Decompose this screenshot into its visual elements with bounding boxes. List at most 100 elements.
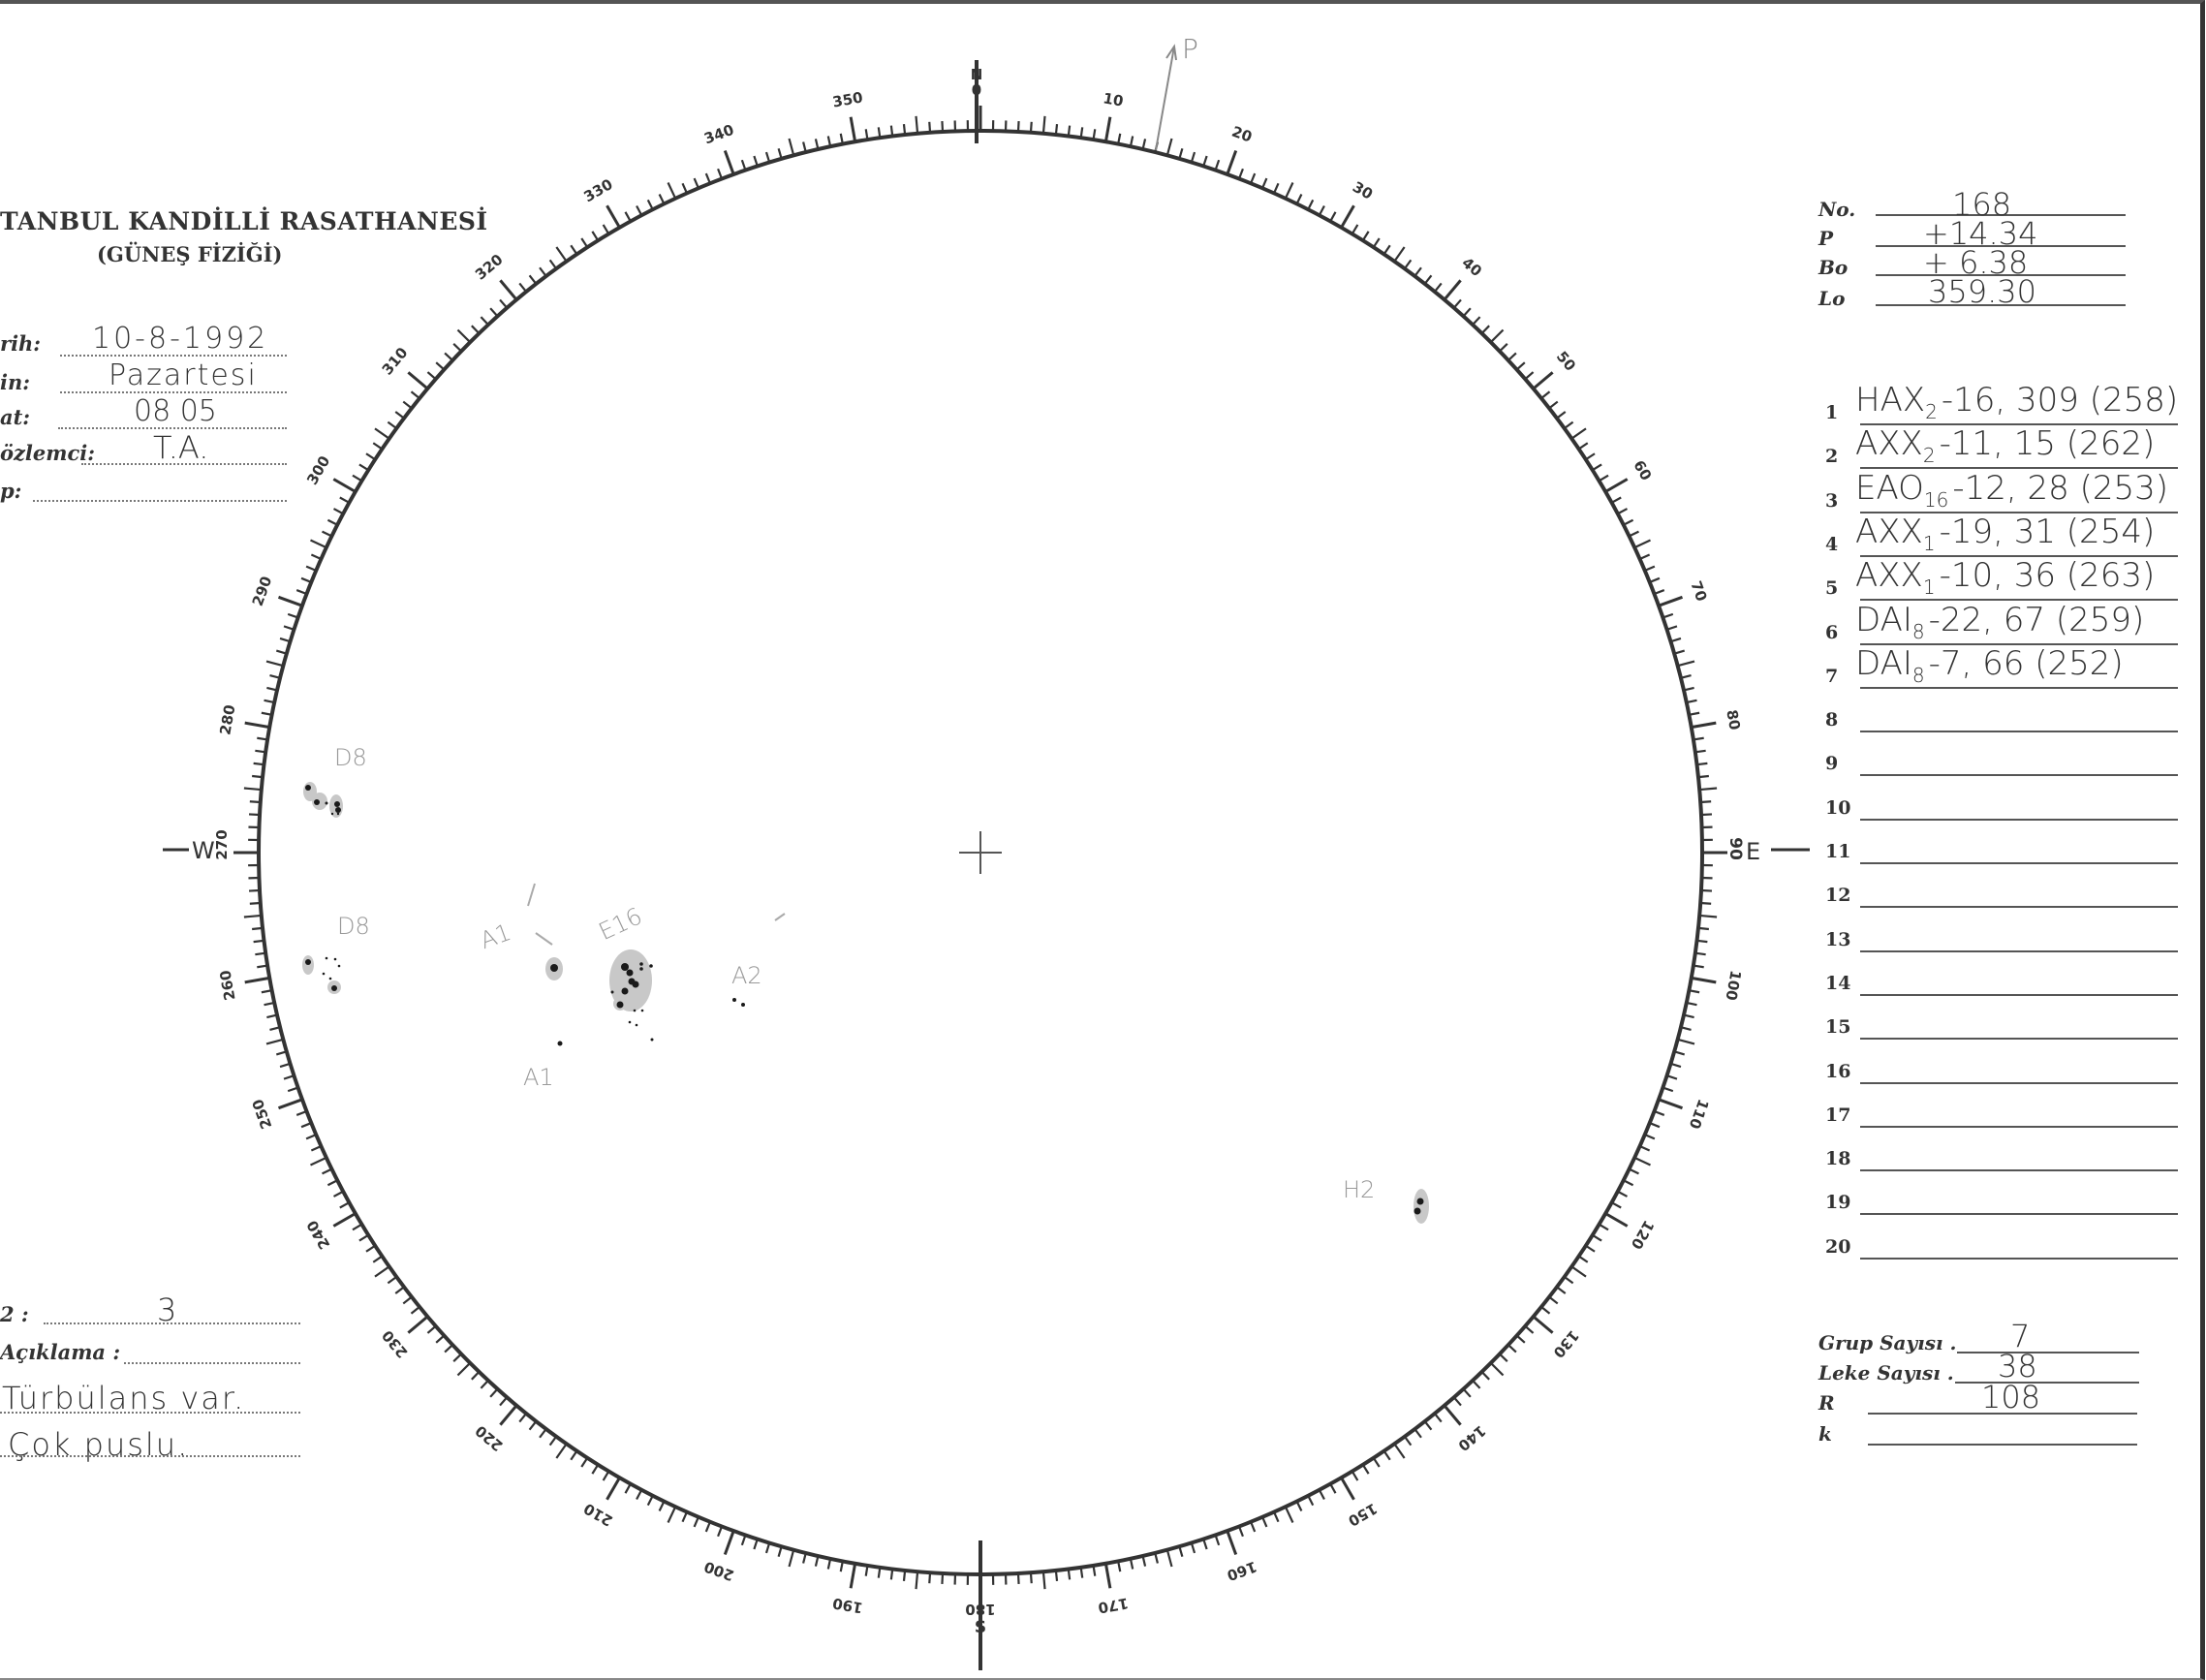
degree-tick xyxy=(740,159,747,171)
sunspots xyxy=(302,782,1429,1224)
param-value-p[interactable]: +14.34 xyxy=(1923,215,2038,252)
degree-tick xyxy=(1623,518,1634,526)
summary-value-r[interactable]: 108 xyxy=(1981,1379,2041,1416)
sunspot-umbra xyxy=(649,964,653,968)
degree-tick xyxy=(1129,136,1134,147)
degree-tick xyxy=(1414,266,1422,277)
quality-value[interactable]: 3 xyxy=(157,1291,177,1328)
degree-ticks xyxy=(233,106,1727,1600)
degree-label: 60 xyxy=(1630,457,1655,483)
group-entry[interactable]: AXX1 -19, 31 (254) xyxy=(1855,513,2155,555)
degree-tick xyxy=(570,1450,578,1461)
degree-tick xyxy=(471,325,481,334)
degree-tick xyxy=(1658,595,1684,607)
degree-tick xyxy=(777,147,783,160)
remarks-line-2 xyxy=(0,1455,300,1457)
remarks-text-1[interactable]: Türbülans var. xyxy=(2,1380,246,1416)
degree-tick xyxy=(1649,576,1661,583)
degree-tick xyxy=(402,1295,413,1305)
group-row-number: 10 xyxy=(1825,796,1851,819)
degree-tick xyxy=(788,1549,795,1568)
sunspot-umbra xyxy=(305,959,311,965)
degree-tick xyxy=(452,1353,462,1362)
group-row-number: 9 xyxy=(1825,753,1839,775)
degree-tick xyxy=(257,736,268,741)
group-entry[interactable]: DAI8 -22, 67 (259) xyxy=(1855,601,2144,643)
degree-label: 220 xyxy=(472,1421,507,1454)
group-label-h2: H2 xyxy=(1343,1176,1375,1203)
group-row-number: 14 xyxy=(1825,972,1851,994)
group-row-number: 11 xyxy=(1825,841,1851,862)
group-row-line xyxy=(1860,949,2178,952)
degree-tick xyxy=(1129,1558,1134,1570)
form-value-date[interactable]: 10-8-1992 xyxy=(92,322,269,356)
degree-tick xyxy=(499,1396,509,1407)
param-value-bo[interactable]: + 6.38 xyxy=(1923,244,2029,281)
degree-tick xyxy=(555,1443,568,1459)
group-entry[interactable]: DAI8 -7, 66 (252) xyxy=(1855,644,2124,687)
degree-tick xyxy=(1540,390,1551,400)
form-value-day[interactable]: Pazartesi xyxy=(109,358,258,392)
degree-tick xyxy=(332,508,344,515)
degree-tick xyxy=(539,1428,547,1439)
degree-tick xyxy=(606,204,621,229)
degree-tick xyxy=(1318,1489,1325,1501)
degree-tick xyxy=(283,1074,295,1080)
degree-tick xyxy=(1499,343,1508,353)
sunspot-umbra xyxy=(305,785,311,791)
degree-tick xyxy=(287,1086,298,1093)
degree-tick xyxy=(658,194,666,204)
summary-value-spot-count[interactable]: 38 xyxy=(1998,1348,2037,1384)
degree-tick xyxy=(372,1255,383,1263)
sunspot-umbra xyxy=(331,985,337,991)
group-row-number: 19 xyxy=(1825,1192,1851,1214)
group-entry[interactable]: EAO16 -12, 28 (253) xyxy=(1855,469,2168,512)
group-row-number: 18 xyxy=(1825,1148,1851,1170)
group-entry[interactable]: AXX2 -11, 15 (262) xyxy=(1855,424,2155,467)
degree-tick xyxy=(279,1062,291,1069)
group-class: HAX xyxy=(1855,381,1926,420)
param-value-lo[interactable]: 359.30 xyxy=(1928,273,2036,310)
summary-value-group-count[interactable]: 7 xyxy=(2010,1318,2031,1354)
form-value-time[interactable]: 08 05 xyxy=(134,394,217,428)
group-entry[interactable]: HAX2 -16, 309 (258) xyxy=(1855,381,2178,423)
degree-tick xyxy=(1700,901,1712,905)
degree-tick xyxy=(1623,1179,1634,1187)
degree-tick xyxy=(1644,565,1656,572)
degree-tick xyxy=(802,1552,807,1564)
degree-label: 100 xyxy=(1722,969,1744,1002)
remarks-label: Açıklama : xyxy=(0,1340,121,1364)
degree-tick xyxy=(1016,1572,1020,1585)
form-value-observer[interactable]: T.A. xyxy=(153,429,209,466)
degree-tick xyxy=(279,637,291,643)
degree-tick xyxy=(1570,1265,1587,1278)
form-label-date: rih: xyxy=(0,331,42,356)
degree-tick xyxy=(275,1050,288,1056)
degree-tick xyxy=(1599,1223,1609,1231)
form-line-time xyxy=(58,427,287,429)
degree-tick xyxy=(1190,1542,1196,1554)
east-deg-label: 90 xyxy=(1725,837,1745,860)
degree-tick xyxy=(310,1145,322,1152)
degree-tick xyxy=(1329,211,1337,222)
degree-tick xyxy=(1639,1145,1651,1152)
degree-tick xyxy=(667,1506,677,1523)
form-label-time: at: xyxy=(0,405,31,429)
param-value-no[interactable]: 168 xyxy=(1952,186,2012,223)
degree-tick xyxy=(1178,147,1184,160)
group-row-number: 17 xyxy=(1825,1104,1851,1126)
degree-tick xyxy=(1295,194,1303,204)
degree-tick xyxy=(365,1244,376,1253)
degree-tick xyxy=(636,1489,643,1501)
degree-tick xyxy=(300,576,312,583)
degree-tick xyxy=(1340,1477,1355,1501)
group-row-line xyxy=(1860,642,2178,645)
group-spot-subscript: 16 xyxy=(1923,487,1949,512)
degree-tick xyxy=(1490,328,1505,343)
sunspot-umbra xyxy=(337,964,341,968)
group-entry[interactable]: AXX1 -10, 36 (263) xyxy=(1855,556,2155,599)
degree-tick xyxy=(1443,1404,1462,1426)
degree-tick xyxy=(1633,539,1651,549)
degree-tick xyxy=(1452,298,1462,309)
